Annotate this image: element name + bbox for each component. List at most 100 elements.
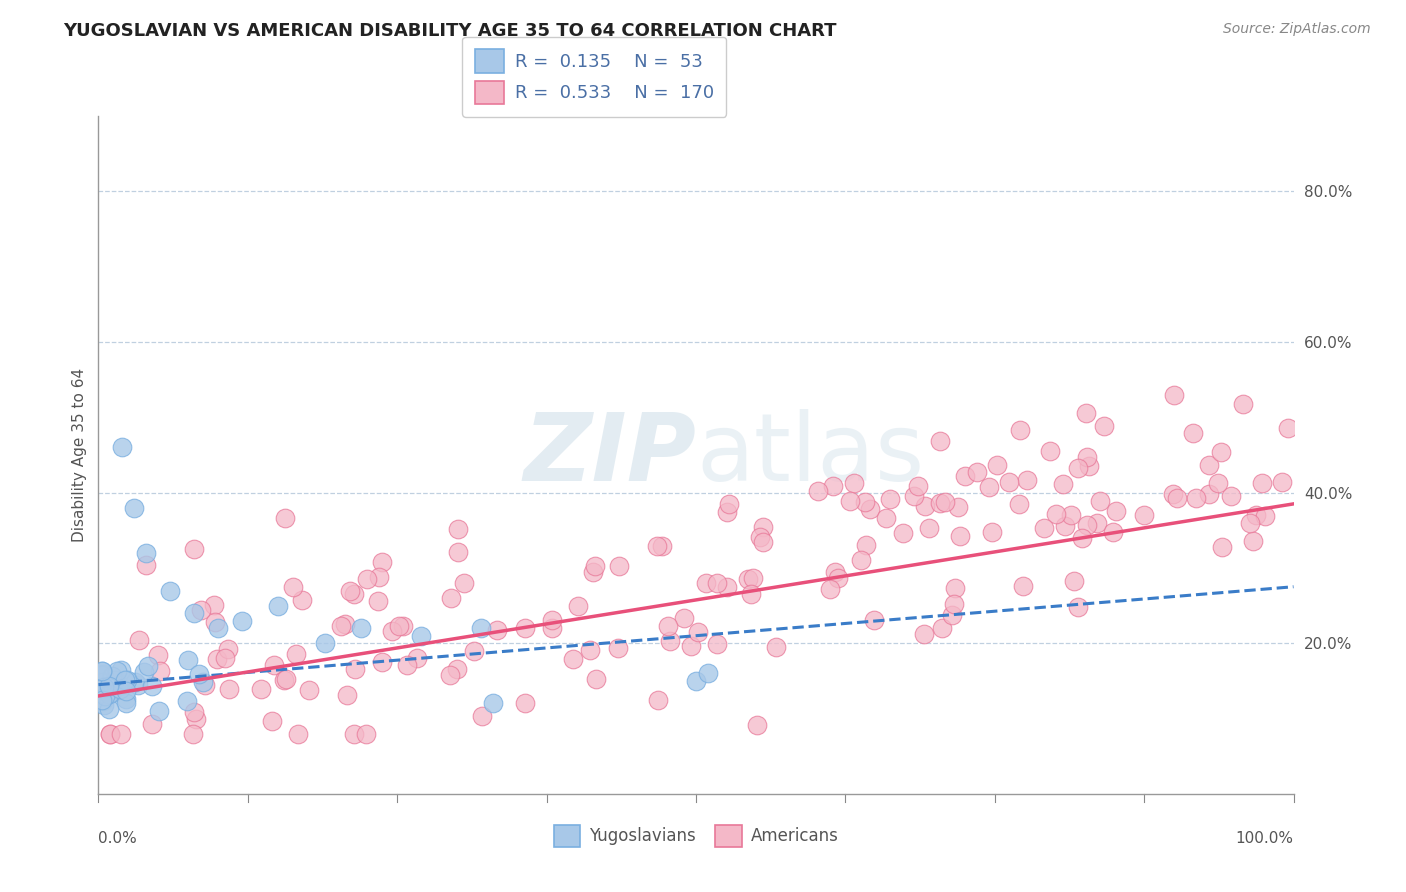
Point [159,583,181,598]
Point [470,621,492,635]
Point [149,664,172,678]
Point [110,663,132,677]
Point [128,633,150,648]
Point [1133,508,1156,523]
Point [93,680,115,694]
Point [697,666,720,681]
Point [651,540,673,554]
Point [333,616,356,631]
Point [1060,508,1083,522]
Point [562,652,585,666]
Point [93,698,115,712]
Point [1076,518,1098,533]
Point [1232,397,1254,411]
Point [115,696,138,710]
Point [202,598,225,612]
Text: 100.0%: 100.0% [1236,831,1294,847]
Point [907,479,929,493]
Point [980,524,1002,539]
Point [912,626,935,640]
Point [1008,497,1031,511]
Point [946,500,969,514]
Point [718,497,741,511]
Point [411,629,433,643]
Point [740,587,762,601]
Point [136,659,159,673]
Point [839,493,862,508]
Point [439,667,461,681]
Point [716,505,738,519]
Point [1101,524,1123,539]
Point [339,583,361,598]
Point [824,565,846,579]
Text: Source: ZipAtlas.com: Source: ZipAtlas.com [1223,22,1371,37]
Point [842,475,865,490]
Point [679,639,702,653]
Point [368,570,391,584]
Point [191,675,214,690]
Point [1181,426,1204,441]
Point [1209,445,1232,459]
Point [110,726,132,740]
Point [1251,476,1274,491]
Point [98,726,121,740]
Point [343,587,366,601]
Point [645,539,668,553]
Point [585,672,607,686]
Point [695,576,717,591]
Point [1198,487,1220,501]
Point [914,500,936,514]
Point [579,643,602,657]
Point [249,682,271,697]
Point [273,673,295,687]
Point [134,665,156,679]
Point [891,526,914,541]
Point [513,696,536,710]
Point [745,718,768,732]
Point [97,687,120,701]
Point [114,673,136,688]
Point [127,678,149,692]
Point [367,594,389,608]
Point [855,538,877,552]
Point [135,558,157,573]
Point [1063,574,1085,588]
Point [91,667,114,681]
Point [183,606,205,620]
Point [453,576,475,591]
Point [567,599,589,614]
Point [381,624,404,638]
Point [204,615,226,630]
Point [853,494,876,508]
Point [217,641,239,656]
Point [672,611,695,625]
Point [98,684,121,698]
Point [1271,475,1294,489]
Text: atlas: atlas [696,409,924,501]
Point [183,542,205,557]
Point [354,726,377,740]
Point [765,640,787,654]
Text: 0.0%: 0.0% [98,831,138,847]
Point [93,666,115,681]
Point [928,434,950,449]
Point [287,726,309,740]
Text: ZIP: ZIP [523,409,696,501]
Point [583,558,606,573]
Point [135,546,157,560]
Point [188,666,211,681]
Point [91,674,114,689]
Point [371,555,394,569]
Point [141,679,163,693]
Point [1011,579,1033,593]
Point [859,501,882,516]
Point [903,489,925,503]
Point [148,704,170,718]
Point [396,658,419,673]
Point [1017,474,1039,488]
Point [343,726,366,740]
Point [986,458,1008,473]
Point [942,597,965,611]
Point [1008,423,1031,437]
Point [1241,534,1264,549]
